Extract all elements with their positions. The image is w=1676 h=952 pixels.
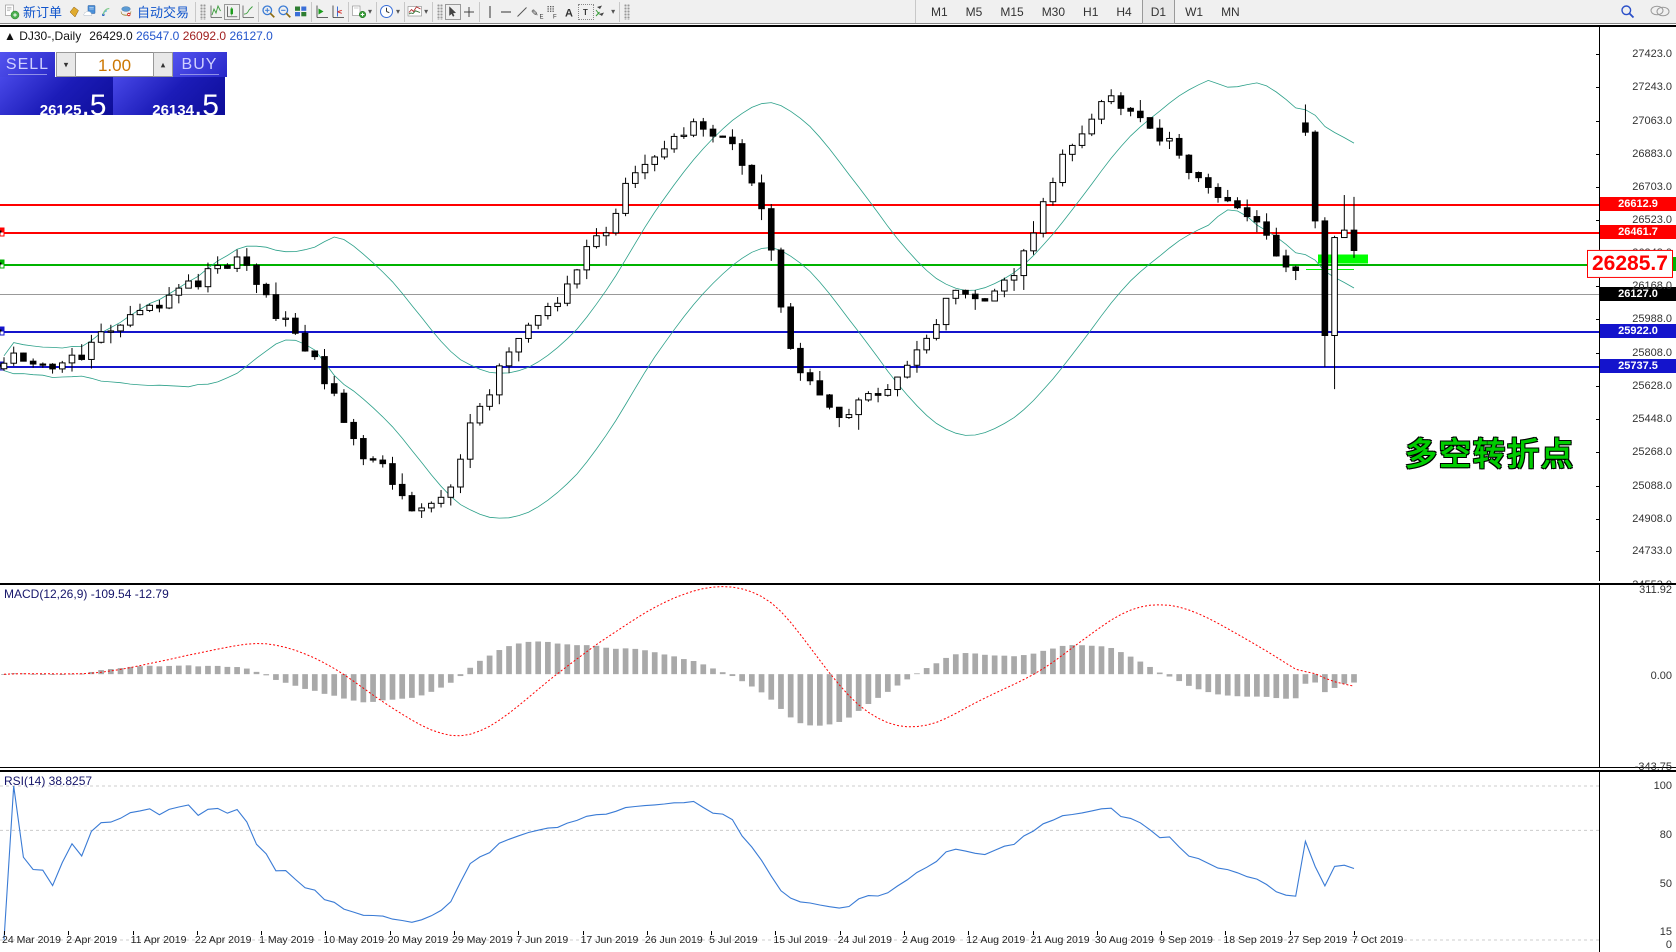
svg-text:E: E	[540, 14, 544, 20]
svg-text:✎: ✎	[531, 8, 539, 18]
svg-text:T: T	[583, 8, 588, 17]
svg-text:A: A	[565, 7, 573, 19]
svg-text:F: F	[553, 14, 557, 20]
